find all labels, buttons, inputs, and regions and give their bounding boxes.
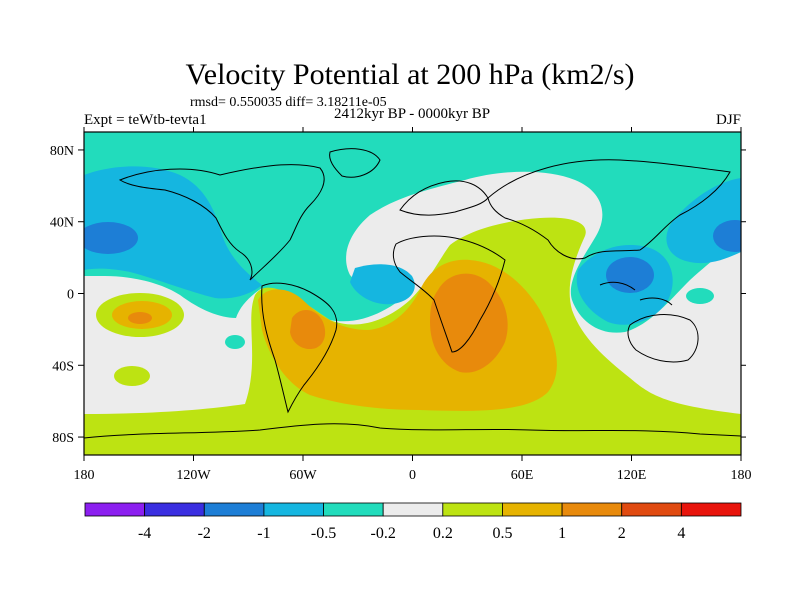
y-tick-label: 0 (67, 288, 74, 303)
coastline-australia (627, 314, 699, 363)
colorbar-label: -0.2 (371, 525, 396, 542)
west-pacific-small-cyan (225, 335, 245, 349)
y-tick-label: 40N (50, 216, 74, 231)
colorbar-label: -2 (198, 525, 211, 542)
coastline-africa (392, 235, 506, 353)
pacific-south-green-small (114, 366, 150, 386)
coastlines (84, 148, 741, 439)
colorbar-label: -4 (138, 525, 151, 542)
colorbar-label: 0.5 (492, 525, 512, 542)
pacific-north-blue (84, 166, 262, 299)
colorbar-swatch (382, 502, 444, 517)
colorbar-label: 2 (618, 525, 626, 542)
colorbar-swatch (84, 502, 146, 517)
x-tick-label: 180 (74, 468, 95, 483)
x-tick-label: 120W (176, 468, 211, 483)
coastline-antarctica (84, 423, 741, 439)
x-tick-label: 120E (617, 468, 647, 483)
coastline-greenland (329, 148, 381, 178)
y-tick-label: 80S (52, 431, 74, 446)
stats-line: rmsd= 0.550035 diff= 3.18211e-05 (190, 95, 387, 110)
y-tick-label: 80N (50, 144, 74, 159)
coastline-north-america (118, 164, 325, 281)
colorbar-label: 0.2 (433, 525, 453, 542)
colorbar-label: -0.5 (311, 525, 336, 542)
period-label: 2412kyr BP - 0000kyr BP (334, 106, 490, 122)
colorbar-swatch (323, 502, 384, 517)
africa-core (430, 273, 508, 373)
colorbar-swatch (442, 502, 503, 517)
maritime-continent-core (606, 257, 654, 293)
y-tick-label: 40S (52, 359, 74, 374)
coastline-asia (487, 159, 731, 260)
colorbar-swatch (144, 502, 205, 517)
colorbar-label: -1 (257, 525, 270, 542)
coastline-south-america (261, 282, 338, 414)
colorbar-swatch (502, 502, 563, 517)
pacific-north-core (84, 222, 138, 254)
contour-map (84, 132, 741, 455)
colorbar-swatch (263, 502, 324, 517)
south-america-core (290, 309, 326, 350)
colorbar-swatch (680, 502, 742, 517)
east-pacific-small-cyan (686, 288, 714, 304)
atlantic-blue (350, 264, 415, 305)
coastline-maritime (599, 281, 673, 306)
x-tick-label: 60E (511, 468, 534, 483)
chart-title: Velocity Potential at 200 hPa (km2/s) (185, 58, 634, 91)
colorbar-swatch (203, 502, 265, 517)
pacific-east-core (713, 220, 741, 252)
season-label: DJF (716, 112, 741, 128)
experiment-label: Expt = teWtb-tevta1 (84, 112, 207, 128)
map-axes: 180 120W 60W 0 60E 120E 180 80N 40N 0 40S 80S (50, 127, 752, 483)
colorbar-swatch (561, 502, 623, 517)
colorbar: -4 -2 -1 -0.5 -0.2 0.2 0.5 1 2 4 (84, 502, 742, 542)
colorbar-label: 4 (677, 525, 685, 542)
pacific-south-core (128, 312, 152, 324)
x-tick-label: 0 (409, 468, 416, 483)
x-tick-label: 180 (731, 468, 752, 483)
x-tick-label: 60W (289, 468, 317, 483)
colorbar-label: 1 (558, 525, 566, 542)
colorbar-swatch (621, 502, 682, 517)
